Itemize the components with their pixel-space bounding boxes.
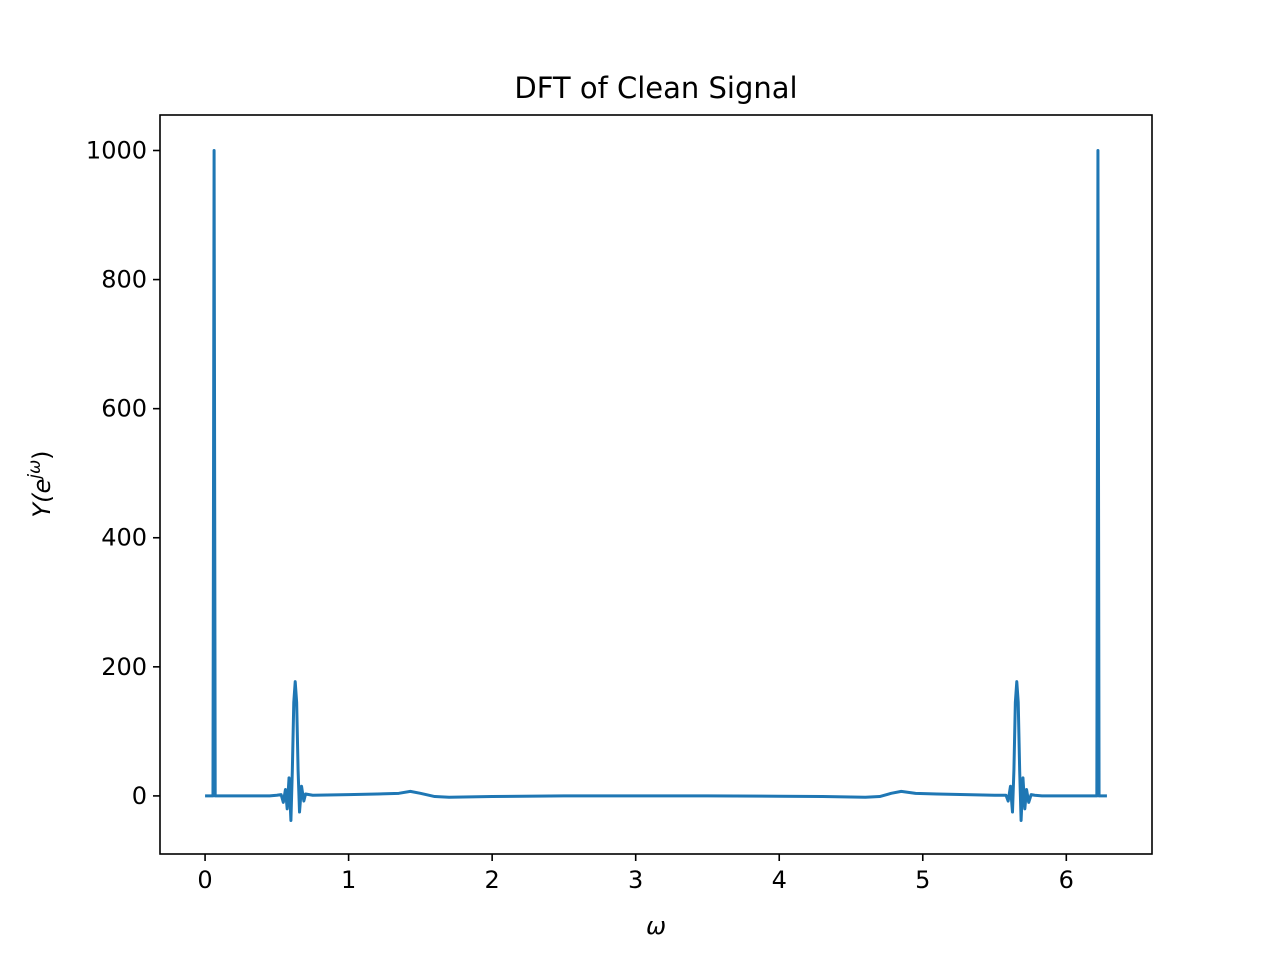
x-tick-label: 0 <box>197 866 212 894</box>
x-axis-label: ω <box>646 912 666 940</box>
y-axis-label-sup: jω <box>25 460 45 481</box>
x-tick-label: 1 <box>341 866 356 894</box>
x-tick-label: 3 <box>628 866 643 894</box>
chart-title: DFT of Clean Signal <box>514 71 797 105</box>
x-tick-label: 2 <box>485 866 500 894</box>
y-axis-ticks: 0 200 400 600 800 1000 <box>86 136 160 810</box>
y-tick-label: 600 <box>101 395 147 423</box>
series-line-0 <box>205 149 1107 822</box>
plot-frame <box>159 114 1153 855</box>
y-axis-label: Y(ejω) <box>25 450 56 517</box>
y-tick-label: 400 <box>101 524 147 552</box>
y-tick-label: 1000 <box>86 136 147 164</box>
x-tick-label: 5 <box>915 866 930 894</box>
y-tick-label: 0 <box>132 782 147 810</box>
y-tick-label: 200 <box>101 653 147 681</box>
x-axis-ticks: 0 1 2 3 4 5 6 <box>197 854 1074 894</box>
x-tick-label: 6 <box>1059 866 1074 894</box>
y-axis-label-base: Y(e <box>28 479 56 518</box>
y-tick-label: 800 <box>101 266 147 294</box>
series-layer <box>205 149 1107 822</box>
x-tick-label: 4 <box>772 866 787 894</box>
plot-area <box>159 114 1153 855</box>
y-axis-label-close: ) <box>28 450 56 459</box>
